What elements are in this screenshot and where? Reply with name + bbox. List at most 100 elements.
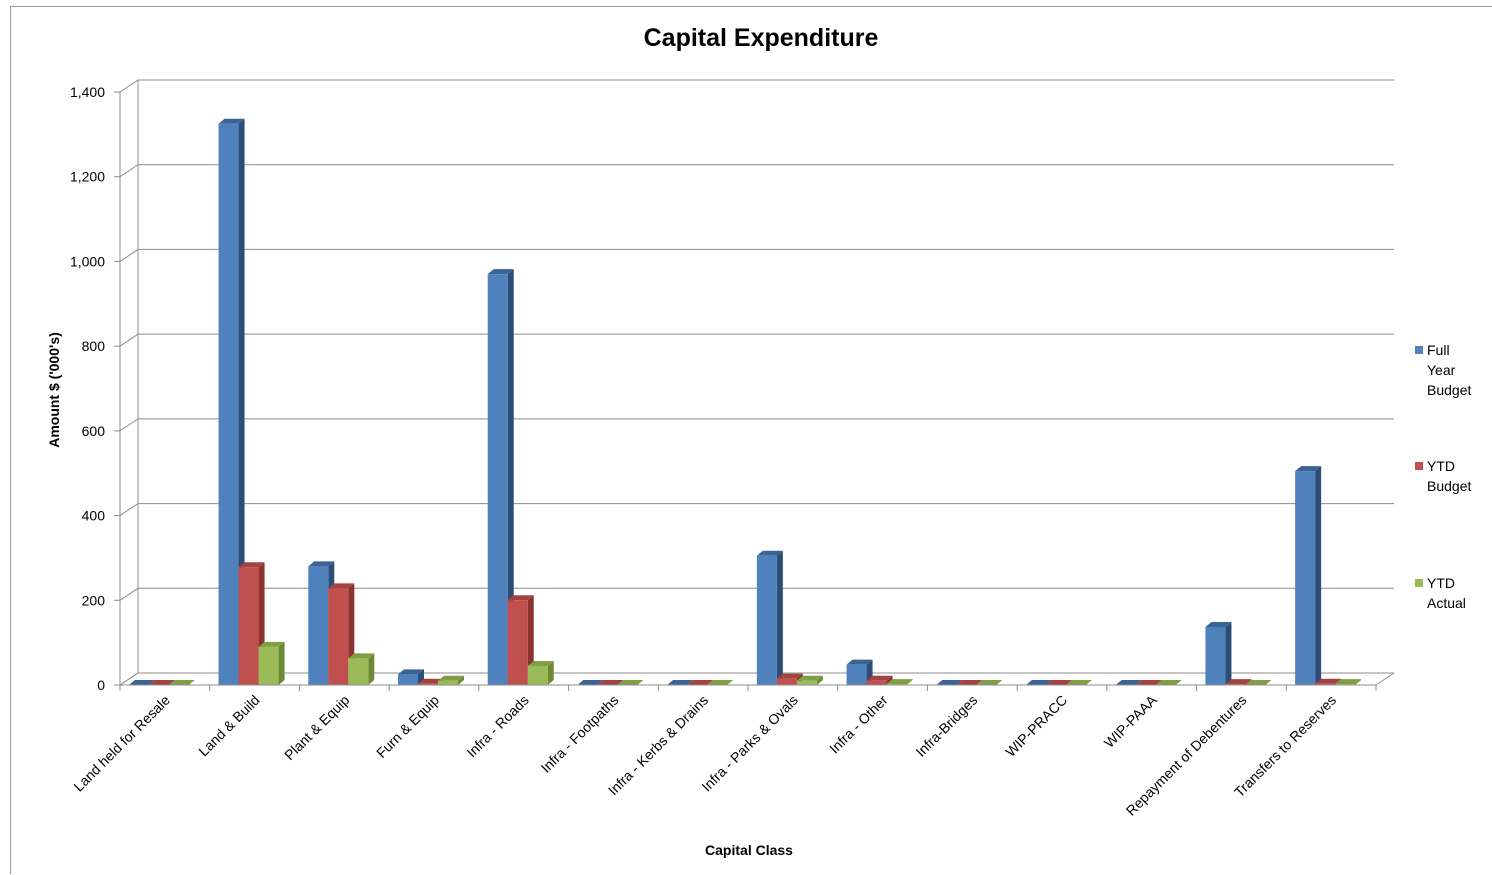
bar — [796, 675, 823, 685]
bar-top — [617, 680, 644, 685]
bar-front — [1315, 683, 1336, 685]
bar-top — [687, 680, 714, 685]
bar — [218, 118, 245, 685]
bar-top — [866, 675, 893, 681]
x-tick-label: Land & Build — [195, 692, 262, 759]
x-tick-label: Infra - Parks & Ovals — [698, 692, 801, 795]
legend-swatch — [1415, 579, 1423, 587]
gridline — [119, 79, 1394, 93]
gridline — [119, 418, 1394, 432]
plot-walls — [119, 80, 1395, 686]
bar-front — [846, 664, 867, 685]
gridline — [119, 503, 1394, 516]
bar-side — [278, 641, 285, 685]
y-tick-label: 600 — [82, 423, 106, 439]
bar-top — [1295, 466, 1322, 472]
bar-top — [667, 680, 694, 685]
bar — [527, 660, 554, 685]
bar-side — [507, 269, 514, 685]
bar-top — [507, 595, 534, 601]
x-tick-label: Infra - Kerbs & Drains — [605, 692, 711, 798]
legend-label: Actual — [1427, 595, 1466, 611]
bar-top — [597, 680, 624, 685]
bar-side — [1225, 621, 1232, 685]
bar-side — [776, 550, 783, 685]
bar-top — [1225, 679, 1252, 685]
x-tick-label: Infra - Roads — [463, 692, 532, 761]
bar-side — [1315, 466, 1322, 685]
bar-front — [328, 588, 349, 685]
legend-label: YTD — [1427, 458, 1455, 474]
bar-front — [258, 646, 279, 685]
x-tick-label: Furn & Equip — [373, 692, 442, 761]
gridline — [119, 333, 1394, 347]
bar-side — [1355, 679, 1362, 685]
bar-side — [368, 653, 375, 685]
legend-label: Year — [1427, 362, 1456, 378]
chart-title: Capital Expenditure — [644, 24, 879, 52]
bar-top — [218, 118, 245, 124]
bar-front — [507, 600, 528, 685]
bar-top — [1066, 680, 1092, 685]
y-tick-label: 1,200 — [70, 169, 105, 185]
bar-side — [816, 675, 823, 685]
y-tick-label: 1,400 — [70, 84, 105, 100]
bar-top — [1245, 680, 1272, 685]
bar-top — [1205, 621, 1232, 627]
bar-side — [906, 679, 913, 685]
bar-side — [547, 660, 554, 685]
legend-label: Budget — [1427, 382, 1471, 398]
y-tick-label: 1,000 — [70, 253, 105, 269]
bar-top — [438, 675, 464, 681]
bar-front — [1295, 471, 1316, 685]
bar-top — [707, 680, 734, 685]
legend-entry: YTD Actual — [1415, 575, 1466, 611]
bar-front — [756, 555, 777, 685]
x-tick-label: Infra - Other — [826, 692, 891, 757]
bar — [258, 641, 285, 685]
bar — [756, 550, 783, 685]
bar-front — [487, 274, 508, 685]
bar-top — [398, 669, 424, 675]
bar-top — [1046, 680, 1072, 685]
bar-top — [487, 269, 514, 275]
bar-top — [936, 680, 963, 685]
bar-front — [796, 680, 817, 685]
bar-top — [1335, 679, 1362, 685]
y-tick-label: 200 — [82, 592, 106, 608]
bars — [128, 118, 1362, 686]
bar — [1205, 621, 1232, 685]
bar-top — [308, 561, 335, 567]
bar-top — [756, 550, 783, 556]
bar-top — [148, 680, 175, 685]
bar — [507, 595, 534, 685]
y-axis: 0 200 400 600 800 1,000 1,200 1,400 — [70, 84, 121, 693]
bar-top — [796, 675, 823, 681]
bar-top — [238, 562, 265, 568]
bar-top — [1315, 678, 1342, 684]
legend-label: Budget — [1427, 478, 1471, 494]
bar-top — [1026, 680, 1052, 685]
bar-top — [168, 680, 195, 685]
x-tick-label: Infra - Footpaths — [538, 692, 622, 776]
bar-top — [328, 583, 355, 589]
y-tick-label: 800 — [82, 338, 106, 354]
bar-top — [577, 680, 604, 685]
bar-side — [238, 118, 245, 685]
floor-right-edge — [1375, 672, 1395, 686]
bar-side — [1245, 679, 1252, 685]
gridline — [119, 248, 1394, 262]
bar-front — [218, 123, 239, 685]
bar-front — [527, 665, 548, 685]
floor-left-edge — [119, 672, 139, 686]
legend: Full Year Budget YTD Budget YTD Actual — [1415, 342, 1471, 611]
x-axis-title: Capital Class — [705, 842, 793, 858]
legend-entry: YTD Budget — [1415, 458, 1471, 494]
x-axis: Land held for Resale Land & Build Plant & … — [70, 684, 1377, 819]
bar-top — [348, 653, 375, 659]
legend-swatch — [1415, 462, 1423, 470]
legend-entry: Full Year Budget — [1415, 342, 1471, 398]
x-tick-label: WIP-PAAA — [1101, 691, 1160, 750]
y-tick-label: 400 — [82, 508, 106, 524]
